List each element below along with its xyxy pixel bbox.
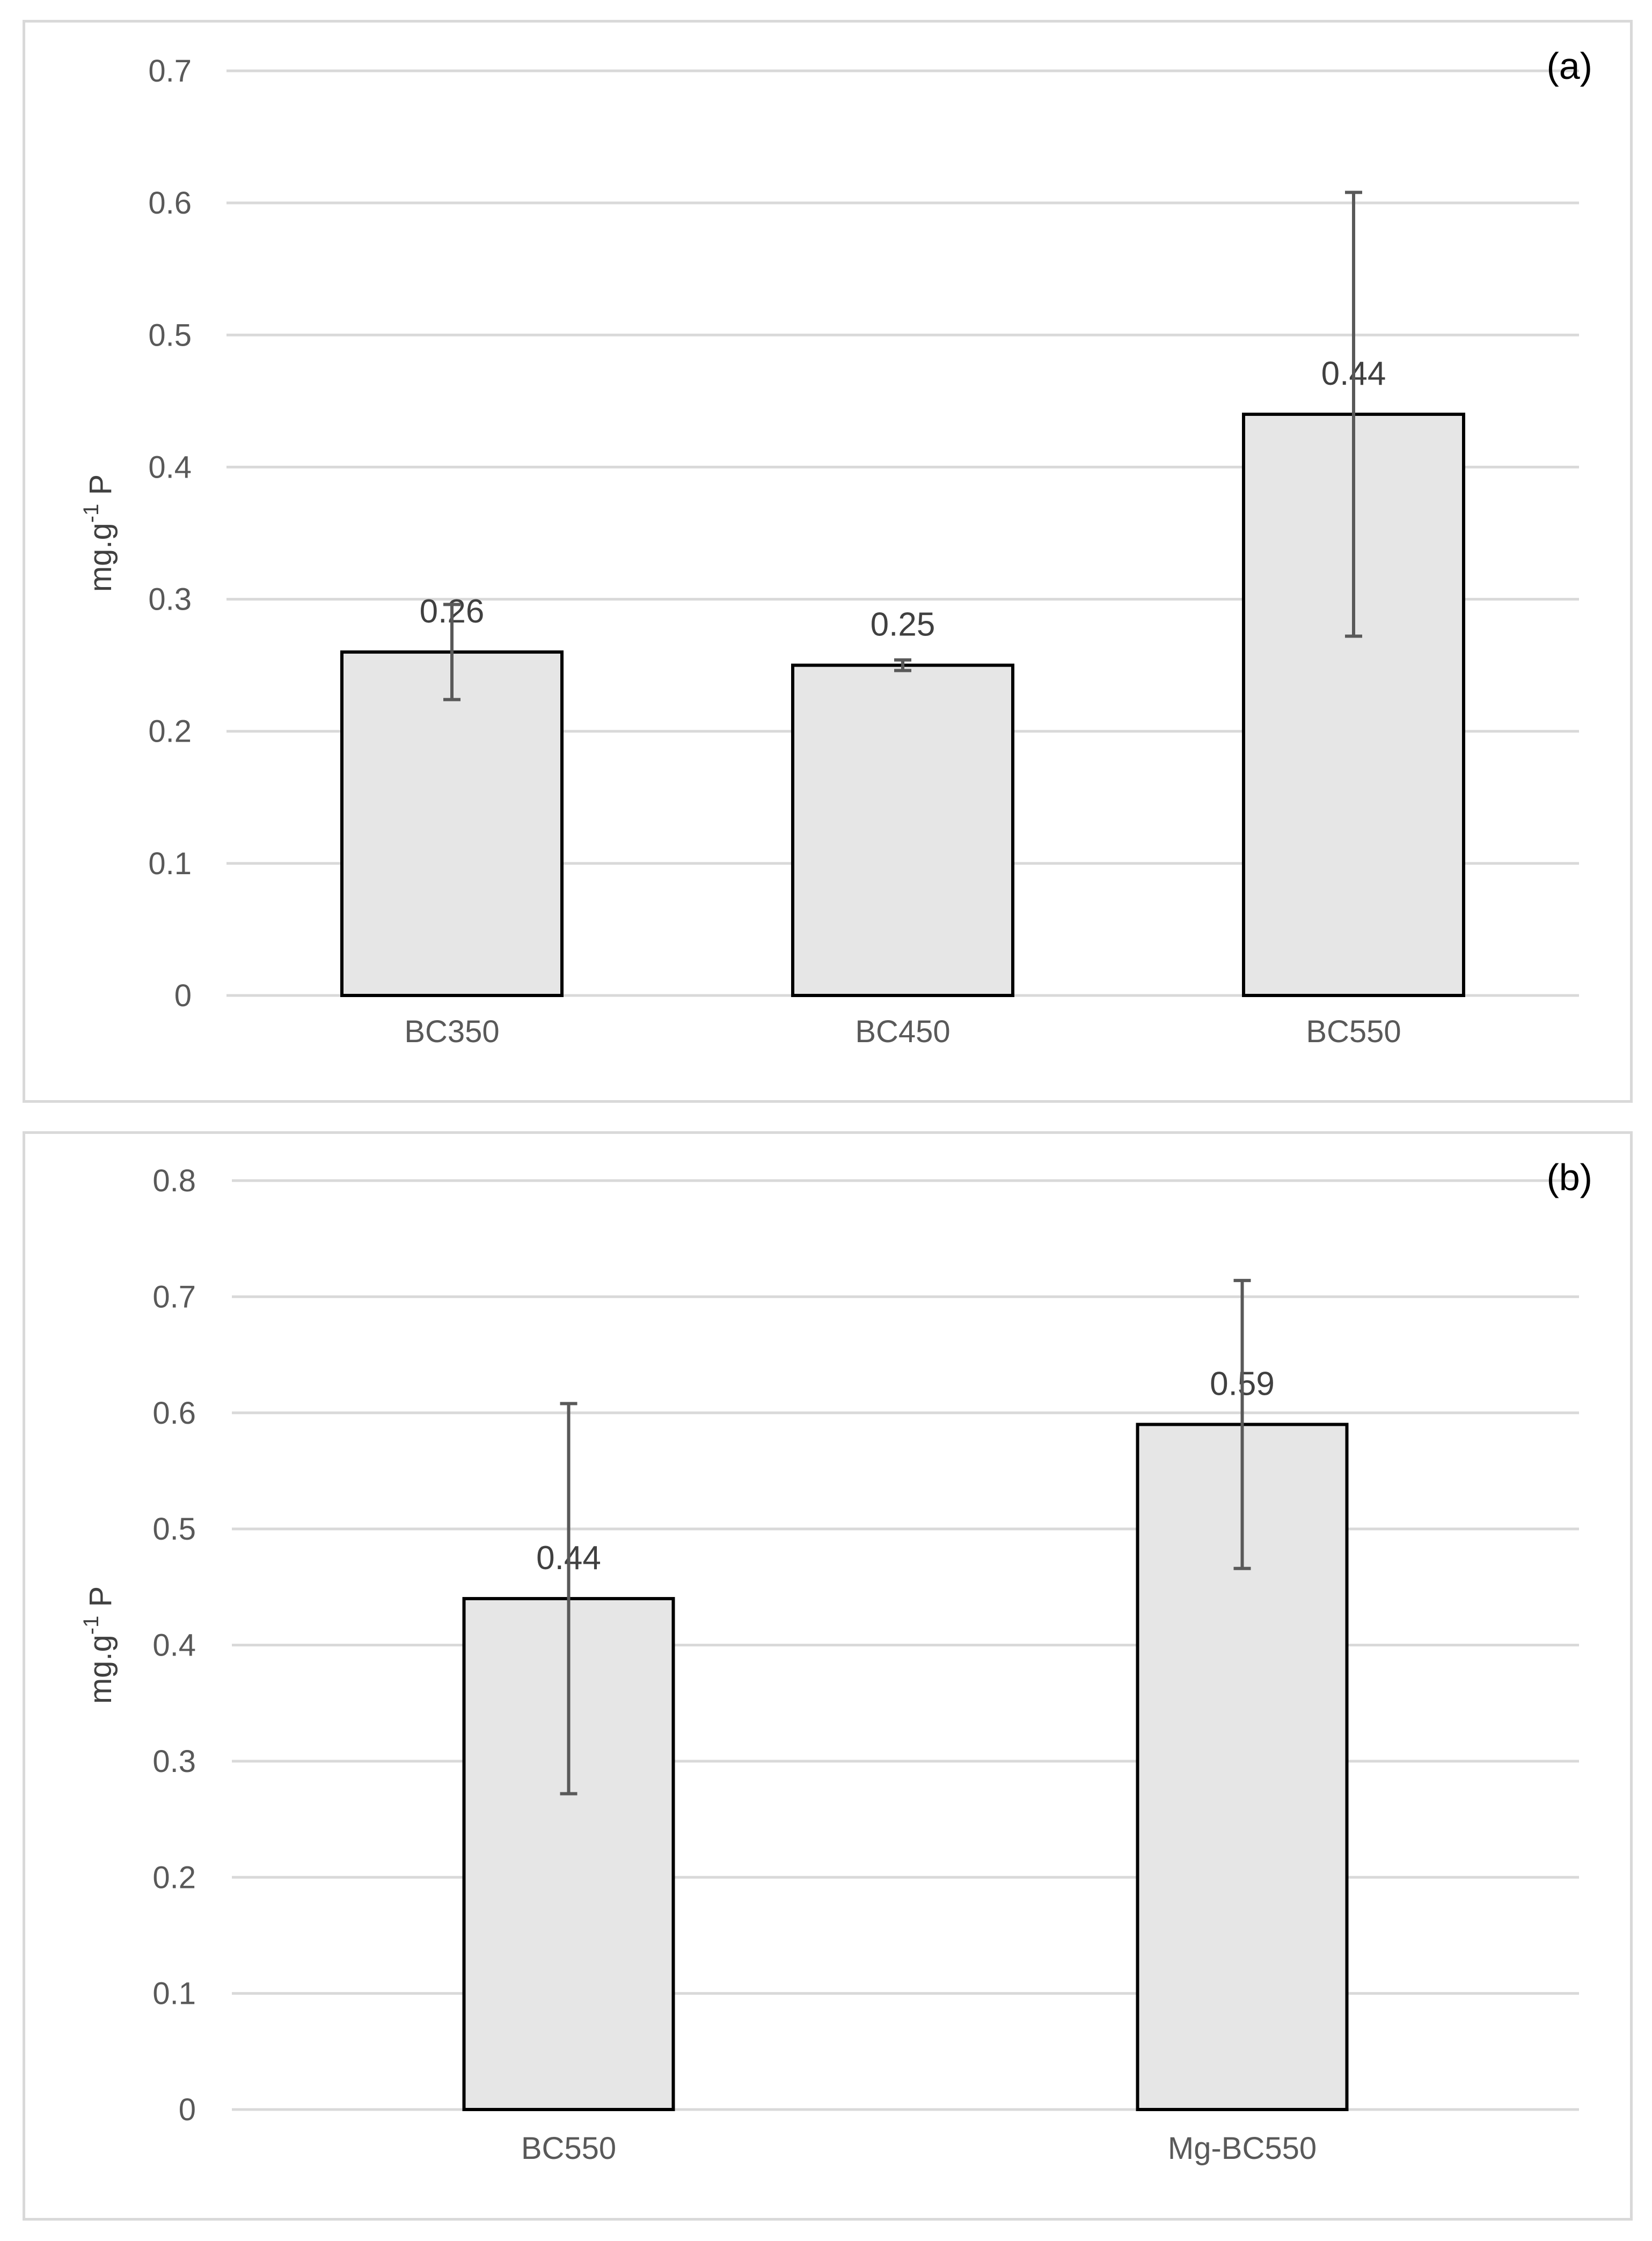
y-tick-label: 0.7 [152,1279,196,1314]
y-tick-label: 0.2 [152,1860,196,1895]
chart-a-svg: 00.10.20.30.40.50.60.70.26BC3500.25BC450… [79,45,1592,1049]
chart-panel-a: 0 0.1 0.2 0.3 0.4 0.5 0.6 0.7 0.26 BC350 0.25 BC450… [23,20,1633,1103]
y-tick-label: 0.3 [148,582,192,617]
bar-bc350 [340,650,564,997]
x-category-label: BC550 [521,2131,616,2166]
panel-label: (a) [1546,45,1592,87]
y-tick-label: 0.1 [148,846,192,881]
y-tick-label: 0.2 [148,714,192,749]
chart-panel-b: 0 0.1 0.2 0.3 0.4 0.5 0.6 0.7 0.8 0.44 BC550 0.59 Mg… [23,1131,1633,2221]
error-bar [443,603,460,701]
x-category-label: Mg-BC550 [1168,2131,1317,2166]
y-axis-label: mg.g-1 P [79,1586,118,1704]
y-tick-label: 0.7 [148,54,192,89]
error-bar [1233,1279,1251,1570]
y-tick-label: 0.5 [152,1512,196,1547]
chart-b-svg: 00.10.20.30.40.50.60.70.80.44BC5500.59Mg… [79,1156,1592,2166]
y-tick-label: 0.4 [148,450,192,485]
bar-bc450 [791,663,1014,997]
x-category-label: BC550 [1306,1014,1401,1049]
y-tick-label: 0.6 [152,1396,196,1431]
y-tick-label: 0.8 [152,1163,196,1198]
error-bar [560,1402,578,1796]
y-tick-label: 0.3 [152,1744,196,1779]
panel-label: (b) [1546,1156,1592,1198]
error-bar [894,658,911,672]
y-tick-label: 0.5 [148,318,192,353]
y-tick-label: 0 [179,2092,196,2127]
error-bar [1345,191,1362,638]
x-category-label: BC350 [404,1014,499,1049]
y-tick-label: 0.6 [148,186,192,221]
data-label: 0.25 [871,606,935,643]
y-tick-label: 0.4 [152,1628,196,1663]
y-axis-label: mg.g-1 P [79,474,118,592]
y-tick-label: 0.1 [152,1976,196,2011]
x-category-label: BC450 [855,1014,950,1049]
y-tick-label: 0 [174,978,192,1013]
